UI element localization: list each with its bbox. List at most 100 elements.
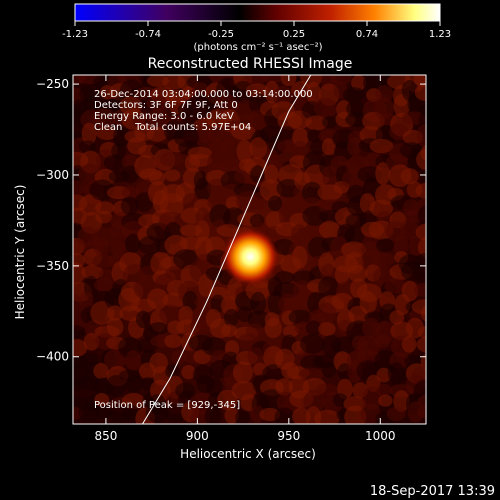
- noise-blob: [247, 347, 264, 366]
- colorbar-tick-label: -0.25: [208, 29, 234, 40]
- noise-blob: [159, 304, 184, 324]
- noise-blob: [299, 367, 325, 382]
- noise-blob: [81, 122, 97, 146]
- noise-blob: [264, 164, 279, 184]
- plot-frame: [72, 74, 427, 425]
- noise-blob: [171, 350, 187, 365]
- noise-blob: [369, 138, 394, 154]
- noise-blob: [279, 126, 295, 140]
- noise-blob: [146, 96, 172, 112]
- noise-blob: [384, 278, 407, 294]
- noise-blob: [322, 115, 337, 129]
- noise-blob: [73, 339, 88, 357]
- noise-blob: [188, 153, 213, 167]
- noise-blob: [274, 271, 295, 284]
- noise-blob: [318, 220, 340, 239]
- noise-blob: [125, 233, 141, 254]
- colorbar-tick-label: 0.25: [283, 29, 305, 40]
- noise-blob: [221, 138, 236, 159]
- colorbar-tick-label: 1.23: [429, 29, 451, 40]
- noise-blob: [305, 115, 329, 131]
- noise-blob: [417, 205, 426, 226]
- noise-blob: [92, 253, 114, 269]
- colorbar-units: (photons cm⁻² s⁻¹ asec⁻²): [193, 42, 322, 53]
- noise-blob: [149, 170, 166, 186]
- noise-blob: [250, 405, 265, 424]
- noise-blob: [135, 310, 151, 329]
- noise-blob: [387, 362, 406, 385]
- noise-blob: [420, 304, 426, 322]
- noise-blob: [206, 377, 223, 397]
- noise-blob: [407, 401, 425, 423]
- noise-blob: [305, 320, 322, 336]
- noise-blob: [393, 235, 409, 257]
- noise-blob: [318, 276, 339, 299]
- noise-blob: [330, 75, 352, 85]
- noise-blob: [146, 126, 168, 142]
- y-tick-label: −400: [36, 350, 69, 364]
- noise-blob: [207, 151, 226, 176]
- noise-blob: [93, 278, 116, 292]
- noise-blob: [321, 138, 337, 156]
- colorbar: [74, 3, 441, 22]
- noise-blob: [106, 305, 124, 321]
- noise-blob: [217, 389, 238, 411]
- noise-blob: [347, 264, 368, 282]
- noise-blob: [121, 403, 139, 421]
- x-tick-label: 1000: [365, 429, 396, 443]
- noise-blob: [120, 196, 139, 215]
- noise-blob: [78, 403, 102, 422]
- noise-blob: [399, 219, 419, 241]
- x-axis: 850 900 950 1000: [94, 75, 396, 443]
- noise-blob: [267, 195, 283, 212]
- noise-blob: [393, 390, 410, 413]
- noise-blob: [96, 126, 118, 141]
- noise-blob: [121, 186, 138, 199]
- noise-blob: [250, 165, 265, 183]
- noise-blob: [135, 192, 154, 212]
- noise-blob: [318, 322, 336, 337]
- solar-limb-curve: [142, 75, 312, 424]
- noise-blob: [78, 140, 97, 153]
- noise-blob: [125, 350, 141, 371]
- noise-blob: [376, 383, 392, 397]
- noise-blob: [414, 282, 426, 298]
- noise-blob: [94, 201, 115, 215]
- noise-blob: [331, 336, 358, 354]
- noise-blob: [236, 139, 253, 163]
- noise-blob: [417, 236, 426, 259]
- noise-blob: [314, 409, 340, 424]
- x-tick-label: 900: [186, 429, 209, 443]
- noise-blob: [401, 280, 419, 302]
- noise-blob: [94, 392, 110, 407]
- noise-blob: [148, 322, 169, 335]
- noise-blob: [83, 332, 100, 351]
- noise-blob: [224, 407, 239, 424]
- noise-blob: [359, 291, 377, 314]
- x-tick-label: 950: [277, 429, 300, 443]
- colorbar-tick-label: 0.74: [356, 29, 378, 40]
- noise-blob: [275, 378, 293, 396]
- y-axis-label: Heliocentric Y (arcsec): [13, 185, 27, 320]
- noise-blob: [145, 401, 169, 423]
- noise-blob: [219, 157, 245, 175]
- noise-blob: [246, 323, 264, 339]
- noise-blob: [159, 152, 184, 167]
- noise-blob: [341, 241, 367, 258]
- noise-blob: [208, 286, 229, 300]
- noise-blob: [288, 309, 312, 325]
- footer-date: 18-Sep-2017 13:39: [370, 484, 495, 499]
- noise-blob: [378, 394, 393, 407]
- noise-blob: [417, 325, 426, 339]
- noise-blob: [347, 137, 362, 156]
- noise-blob: [93, 363, 109, 379]
- noise-blob: [214, 94, 241, 113]
- noise-blob: [299, 334, 325, 354]
- y-tick-label: −300: [36, 168, 69, 182]
- noise-blob: [376, 238, 394, 253]
- noise-blob: [93, 237, 110, 256]
- noise-blob: [73, 325, 86, 339]
- noise-blob: [416, 124, 426, 147]
- noise-blob: [165, 364, 180, 379]
